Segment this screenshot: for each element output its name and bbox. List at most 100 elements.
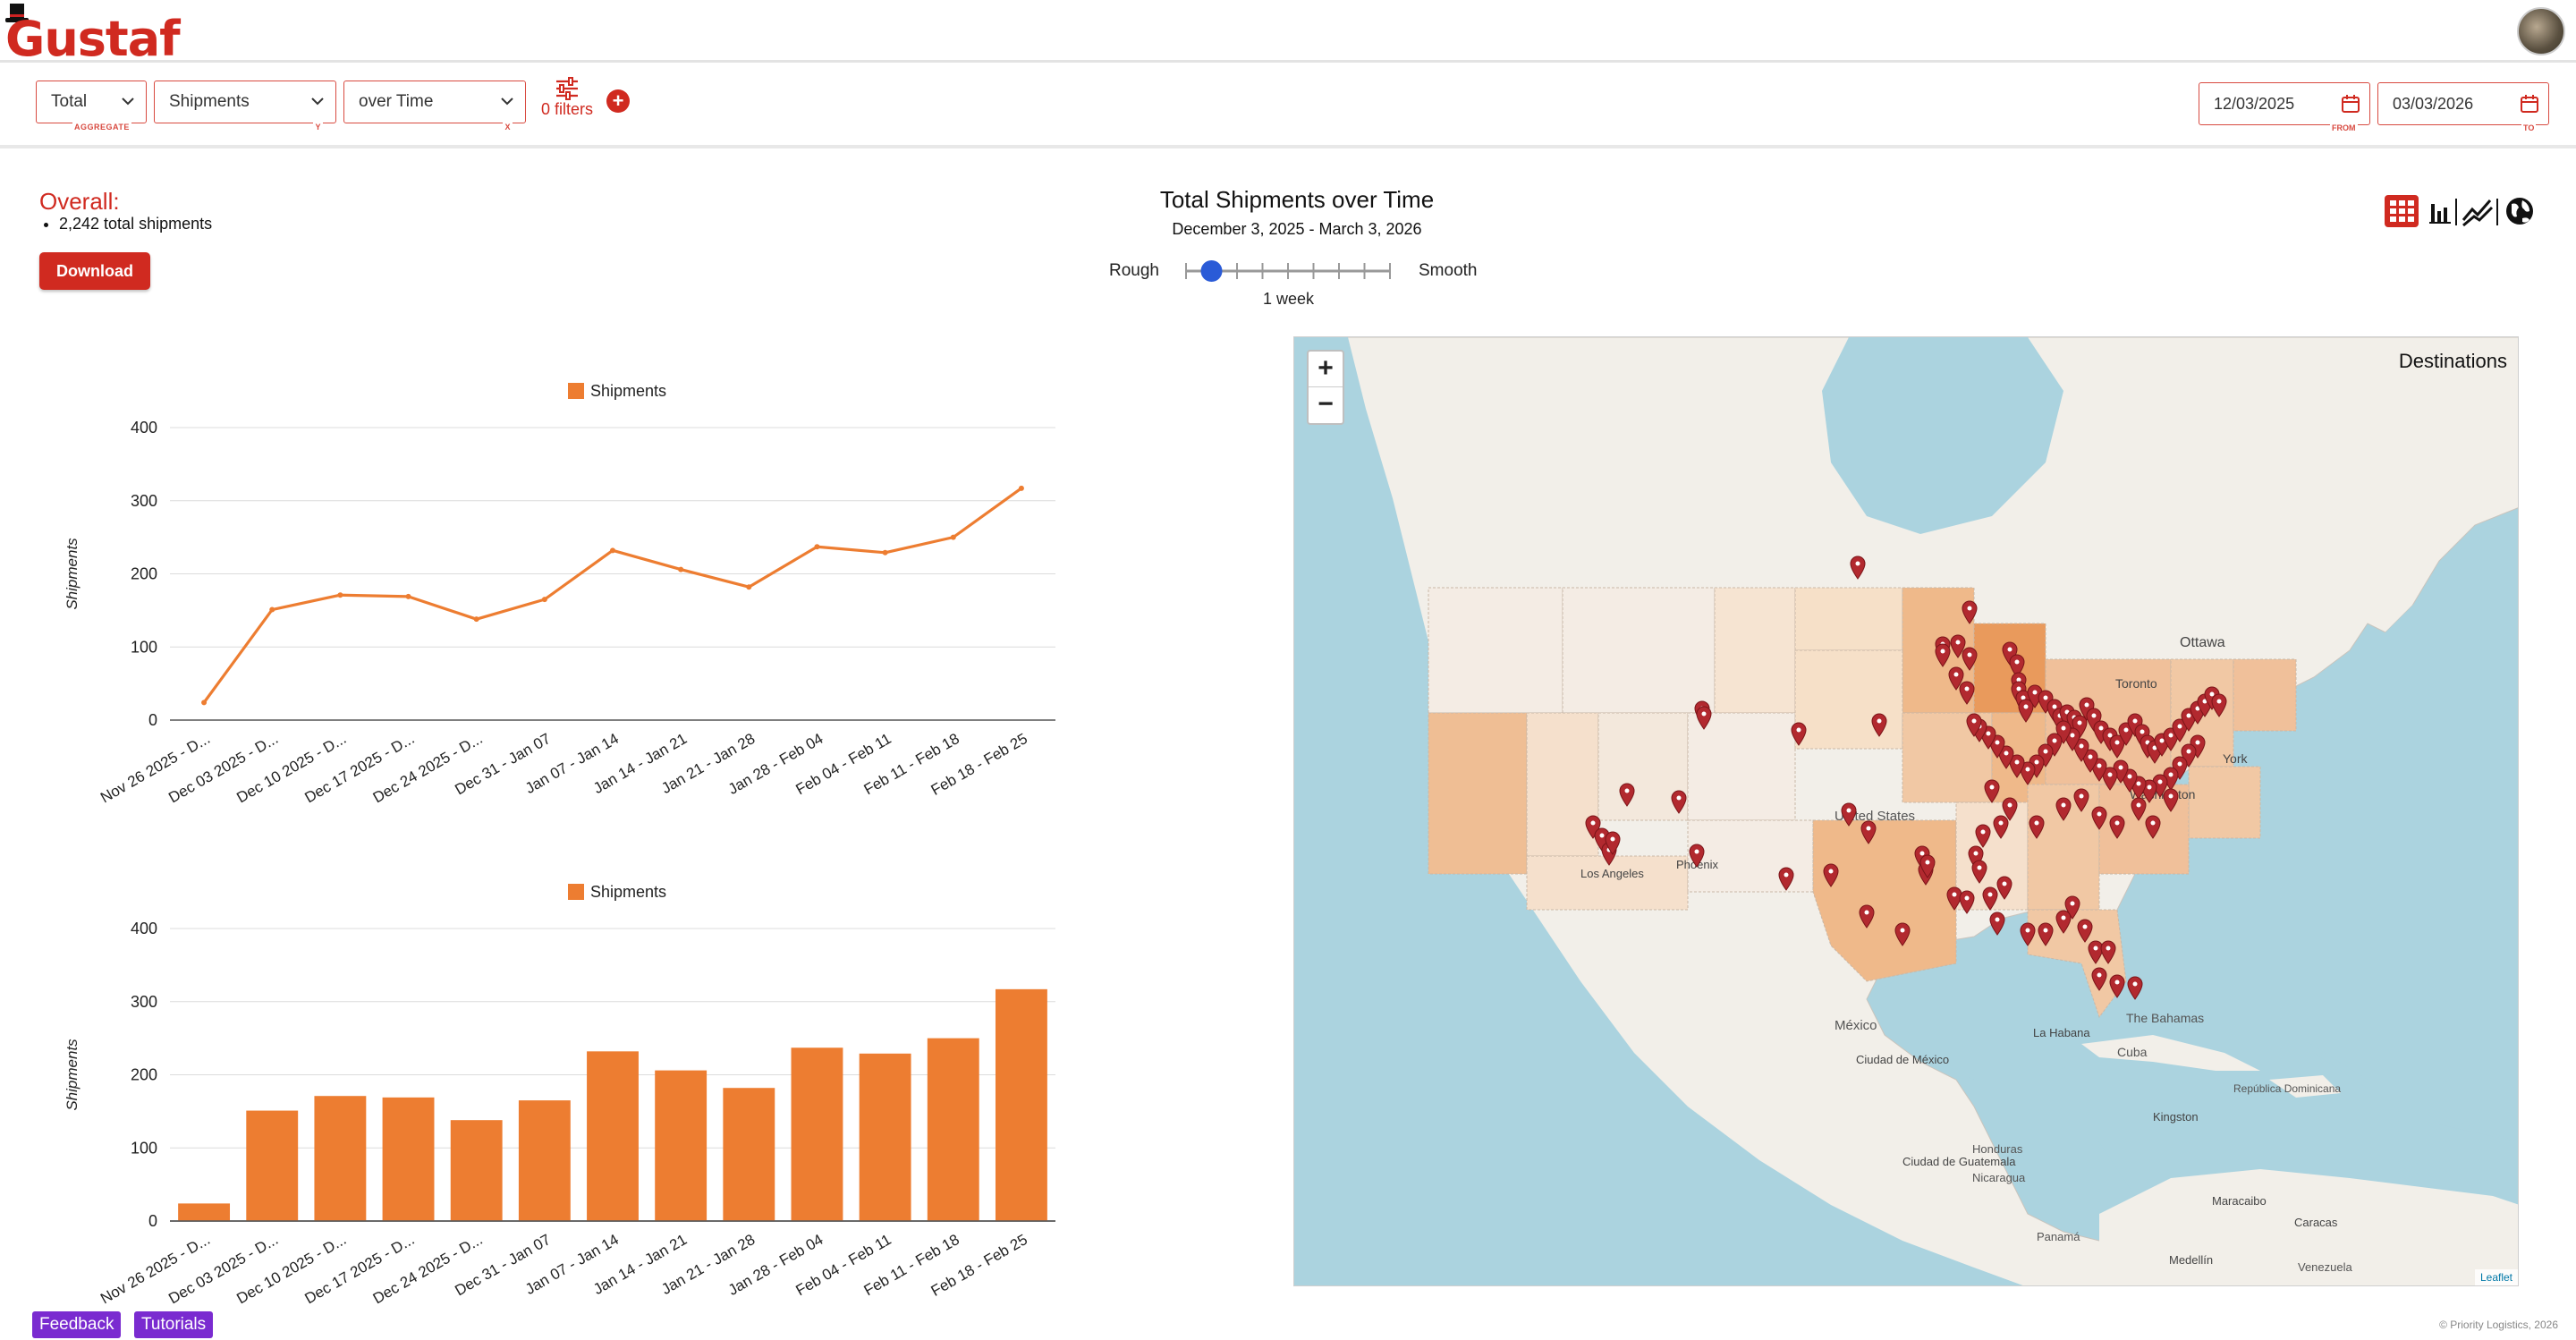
map-marker[interactable]	[2172, 718, 2188, 742]
map-marker[interactable]	[1823, 863, 1839, 887]
map-marker[interactable]	[2109, 734, 2125, 759]
table-icon[interactable]	[2385, 195, 2419, 227]
map-marker[interactable]	[1950, 634, 1966, 658]
map-marker[interactable]	[1850, 556, 1866, 580]
bar[interactable]	[723, 1088, 775, 1221]
map-marker[interactable]	[2211, 693, 2227, 717]
map-marker[interactable]	[2109, 974, 2125, 998]
bar[interactable]	[314, 1096, 367, 1221]
map-marker[interactable]	[2091, 806, 2107, 830]
map-marker[interactable]	[1894, 922, 1911, 946]
map-marker[interactable]	[1696, 706, 1712, 730]
map-marker[interactable]	[1791, 722, 1807, 746]
map-marker[interactable]	[1996, 876, 2012, 900]
download-button[interactable]: Download	[39, 252, 150, 290]
globe-icon[interactable]	[2506, 198, 2533, 225]
data-point[interactable]	[746, 584, 752, 590]
user-avatar[interactable]	[2517, 7, 2565, 55]
map-marker[interactable]	[1860, 820, 1877, 844]
map-marker[interactable]	[1689, 844, 1705, 868]
data-point[interactable]	[814, 544, 820, 550]
bar[interactable]	[382, 1097, 435, 1221]
date-to-input[interactable]: 03/03/2026 TO	[2377, 82, 2549, 132]
map-marker[interactable]	[1841, 802, 1857, 827]
bar[interactable]	[450, 1120, 503, 1221]
map-marker[interactable]	[2163, 788, 2179, 812]
app-logo[interactable]: Gustaf	[5, 11, 181, 67]
bar[interactable]	[178, 1203, 231, 1221]
map-canvas[interactable]: Ottawa Toronto York Washington United St…	[1294, 337, 2519, 1286]
y-axis-select[interactable]: Shipments Y	[154, 81, 336, 131]
map-marker[interactable]	[2100, 940, 2116, 964]
data-point[interactable]	[405, 593, 411, 599]
map-attribution[interactable]: Leaflet	[2474, 1269, 2518, 1285]
map-marker[interactable]	[1989, 912, 2005, 936]
bar[interactable]	[791, 1047, 843, 1221]
data-point[interactable]	[541, 597, 547, 603]
zoom-in-button[interactable]: +	[1309, 352, 1343, 387]
map-marker[interactable]	[1975, 824, 1991, 848]
add-filter-button[interactable]: +	[606, 89, 630, 113]
map-marker[interactable]	[2029, 815, 2045, 839]
map-marker[interactable]	[1859, 904, 1875, 929]
map-marker[interactable]	[1871, 713, 1887, 737]
data-point[interactable]	[337, 592, 343, 598]
map-marker[interactable]	[2038, 922, 2054, 946]
map-marker[interactable]	[2073, 738, 2089, 762]
map-marker[interactable]	[1984, 779, 2000, 803]
map-marker[interactable]	[2055, 797, 2072, 821]
data-point[interactable]	[678, 566, 684, 572]
data-point[interactable]	[269, 606, 275, 613]
map-marker[interactable]	[1619, 783, 1635, 807]
bar[interactable]	[655, 1070, 708, 1221]
map-marker[interactable]	[1971, 860, 1987, 884]
bar[interactable]	[587, 1051, 639, 1221]
map-marker[interactable]	[2131, 797, 2147, 821]
map-marker[interactable]	[2082, 749, 2098, 773]
calendar-icon[interactable]	[2341, 94, 2360, 114]
map-marker[interactable]	[1993, 815, 2009, 839]
map-marker[interactable]	[1935, 643, 1951, 667]
map-marker[interactable]	[2118, 722, 2134, 746]
map-marker[interactable]	[1671, 790, 1687, 814]
map-marker[interactable]	[2055, 910, 2072, 934]
map-marker[interactable]	[2009, 754, 2025, 778]
map-marker[interactable]	[1959, 890, 1975, 914]
map-marker[interactable]	[1998, 745, 2014, 769]
data-point[interactable]	[882, 549, 888, 556]
bar[interactable]	[518, 1100, 571, 1221]
map-marker[interactable]	[1989, 734, 2005, 759]
chart-legend[interactable]: Shipments	[568, 883, 666, 901]
map-marker[interactable]	[2091, 967, 2107, 991]
map-marker[interactable]	[2102, 767, 2118, 791]
calendar-icon[interactable]	[2520, 94, 2539, 114]
bar-chart-icon[interactable]	[2429, 204, 2451, 224]
zoom-out-button[interactable]: −	[1318, 389, 1334, 419]
slider-track[interactable]	[1181, 259, 1395, 283]
map-marker[interactable]	[2091, 758, 2107, 782]
map-marker[interactable]	[2027, 684, 2043, 708]
data-point[interactable]	[473, 616, 479, 623]
bar[interactable]	[859, 1053, 911, 1221]
feedback-button[interactable]: Feedback	[32, 1311, 122, 1338]
data-point[interactable]	[201, 700, 208, 706]
data-point[interactable]	[610, 547, 615, 554]
line-chart-icon[interactable]	[2462, 199, 2494, 227]
map-marker[interactable]	[1982, 886, 1998, 911]
bar[interactable]	[995, 988, 1047, 1221]
slider-thumb[interactable]	[1200, 260, 1223, 282]
map-marker[interactable]	[1959, 681, 1975, 705]
x-axis-select[interactable]: over Time X	[343, 81, 526, 131]
map-marker[interactable]	[2073, 788, 2089, 812]
data-point[interactable]	[950, 534, 956, 540]
map-marker[interactable]	[1966, 713, 1982, 737]
bar[interactable]	[927, 1038, 979, 1221]
map-marker[interactable]	[1962, 647, 1978, 671]
map-marker[interactable]	[2163, 727, 2179, 751]
destinations-map[interactable]: Ottawa Toronto York Washington United St…	[1293, 336, 2519, 1286]
aggregate-select[interactable]: Total AGGREGATE	[36, 81, 147, 131]
map-marker[interactable]	[2127, 976, 2143, 1000]
map-marker[interactable]	[2109, 815, 2125, 839]
date-from-input[interactable]: 12/03/2025 FROM	[2199, 82, 2370, 132]
series-line[interactable]	[202, 487, 1022, 704]
